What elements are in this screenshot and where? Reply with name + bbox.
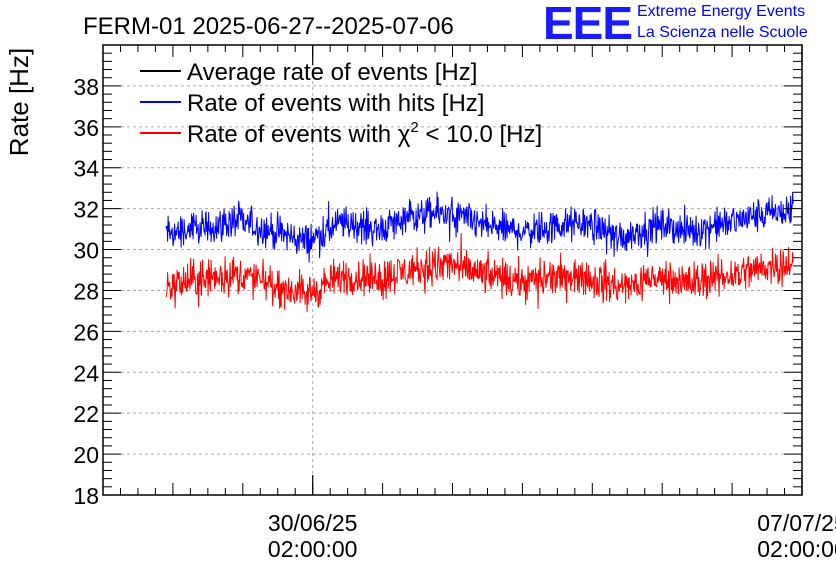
y-tick-label: 26 [73, 319, 99, 345]
logo-line-2: La Scienza nelle Scuole [637, 24, 808, 41]
eee-logo: EEE [543, 0, 633, 49]
x-tick-label-time: 02:00:00 [757, 536, 836, 562]
chart-title: FERM-01 2025-06-27--2025-07-06 [83, 13, 454, 40]
y-tick-label: 18 [73, 483, 99, 509]
y-tick-label: 36 [73, 115, 99, 141]
legend: Average rate of events [Hz] Rate of even… [140, 59, 542, 148]
legend-chi2-post: < 10.0 [Hz] [419, 121, 542, 148]
series-line-hits [165, 191, 794, 263]
x-tick-label-date: 30/06/25 [268, 510, 358, 536]
legend-label-chi2: Rate of events with χ2 < 10.0 [Hz] [187, 119, 542, 148]
series-layer [165, 191, 794, 313]
legend-label-average: Average rate of events [Hz] [187, 59, 477, 86]
y-tick-label: 24 [73, 360, 99, 386]
y-axis: 18 20 22 24 26 28 30 32 34 36 38 [73, 52, 802, 509]
y-tick-label: 30 [73, 238, 99, 264]
x-tick-label-time: 02:00:00 [268, 536, 358, 562]
series-line-chi2 [165, 233, 794, 313]
y-tick-label: 34 [73, 156, 99, 182]
x-tick-label-date: 07/07/25 [757, 510, 836, 536]
y-axis-label: Rate [Hz] [4, 48, 34, 156]
logo-line-1: Extreme Energy Events [637, 3, 806, 20]
legend-chi2-pre: Rate of events with [187, 121, 398, 148]
y-tick-label: 22 [73, 401, 99, 427]
legend-chi2-chi: χ [398, 121, 411, 148]
legend-label-hits: Rate of events with hits [Hz] [187, 90, 484, 117]
y-tick-label: 38 [73, 74, 99, 100]
y-tick-label: 20 [73, 442, 99, 468]
y-tick-label: 32 [73, 197, 99, 223]
y-tick-label: 28 [73, 278, 99, 304]
legend-chi2-sup: 2 [410, 119, 418, 136]
